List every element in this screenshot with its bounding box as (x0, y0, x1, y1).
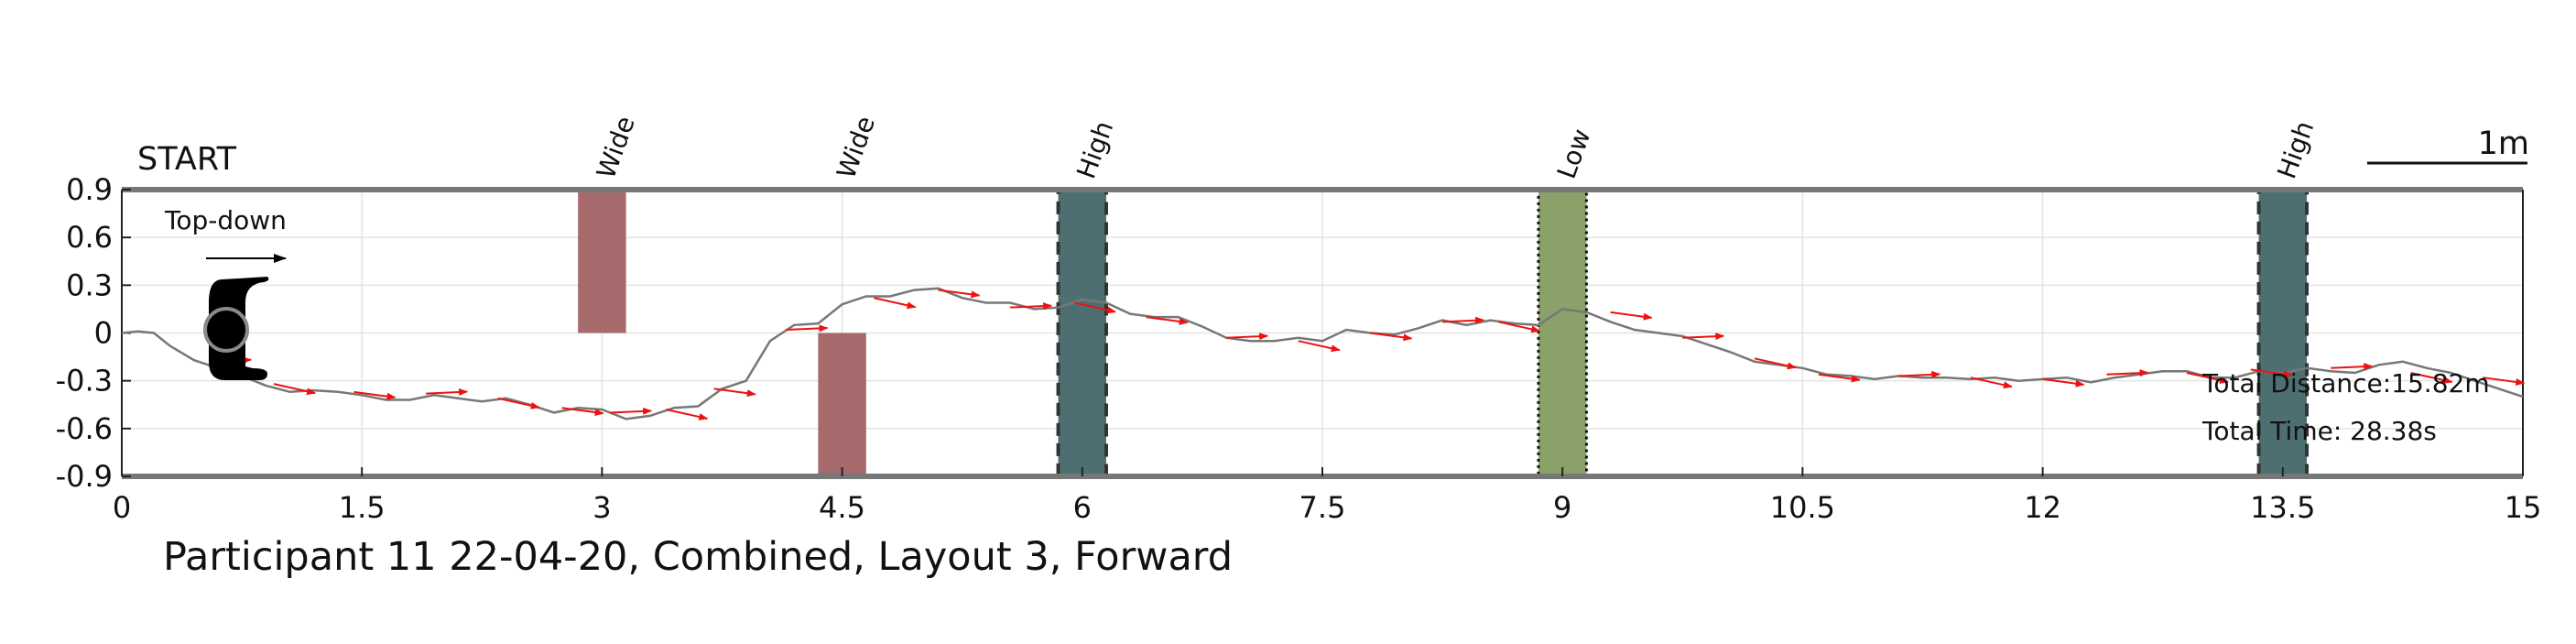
x-tick-label: 12 (2024, 490, 2061, 525)
heading-arrow (561, 407, 604, 417)
heading-arrow (938, 289, 981, 299)
obstacle-label: Wide (831, 112, 881, 182)
y-tick-label: 0.3 (66, 267, 113, 302)
heading-arrow (2331, 363, 2374, 371)
x-tick-label: 6 (1073, 490, 1092, 525)
heading-arrow (497, 397, 540, 409)
total-distance: Total Distance:15.82m (2201, 368, 2490, 398)
y-tick-label: 0.6 (66, 220, 113, 255)
heading-arrow (2042, 377, 2085, 387)
heading-arrows (210, 289, 2526, 420)
heading-arrow (786, 324, 829, 333)
scale-bar: 1m (2367, 126, 2529, 165)
start-label: START (137, 141, 237, 178)
obstacle-label: Low (1551, 125, 1597, 182)
y-tick-label: 0 (94, 316, 113, 351)
heading-arrow (610, 407, 653, 415)
heading-arrow (713, 387, 756, 398)
heading-arrow (273, 383, 317, 396)
heading-arrow (666, 408, 709, 420)
heading-arrow (1610, 311, 1653, 321)
x-tick-label: 1.5 (339, 490, 386, 525)
heading-arrow (1818, 373, 1861, 383)
y-tick-label: -0.6 (56, 411, 113, 446)
walker-icon (203, 277, 269, 380)
heading-arrow (1298, 340, 1341, 353)
heading-arrow (874, 297, 917, 310)
heading-arrow (1226, 333, 1269, 341)
heading-arrow (426, 387, 469, 396)
heading-arrow (1370, 332, 1413, 342)
heading-arrow (2106, 369, 2149, 377)
heading-arrow (2410, 371, 2453, 384)
obstacle-label: High (2271, 117, 2320, 183)
heading-arrow (2250, 368, 2293, 378)
obstacle-label: Wide (591, 112, 641, 182)
grid (121, 189, 2524, 477)
chart-title: Participant 11 22-04-20, Combined, Layou… (163, 534, 1233, 580)
heading-arrow (1146, 316, 1189, 325)
x-tick-label: 10.5 (1770, 490, 1835, 525)
heading-arrow (2186, 371, 2229, 384)
heading-arrow (1970, 377, 2013, 389)
svg-text:1m: 1m (2478, 126, 2529, 162)
obstacle-low-3 (1537, 188, 1588, 478)
heading-arrow (1010, 302, 1053, 311)
obstacles: Wide Wide High Low High (578, 112, 2320, 478)
heading-arrow (1073, 301, 1117, 314)
x-tick-label: 15 (2505, 490, 2542, 525)
heading-arrow (2483, 377, 2526, 386)
y-tick-label: 0.9 (66, 172, 113, 207)
heading-arrow (1754, 357, 1797, 370)
total-time: Total Time: 28.38s (2201, 416, 2437, 446)
x-tick-label: 9 (1553, 490, 1571, 525)
x-tick-label: 0 (113, 490, 131, 525)
heading-arrow (1442, 316, 1485, 324)
heading-arrow (1682, 333, 1725, 341)
obstacle-wide-1 (818, 333, 866, 476)
heading-arrow (353, 390, 397, 400)
heading-arrow (1898, 370, 1941, 378)
obstacle-label: High (1071, 117, 1119, 183)
topdown-label: Top-down (164, 205, 287, 235)
obstacle-wide-0 (578, 190, 626, 333)
obstacle-high-2 (1056, 188, 1109, 478)
y-tick-label: -0.3 (56, 364, 113, 398)
y-tick-label: -0.9 (56, 459, 113, 494)
x-tick-label: 13.5 (2250, 490, 2315, 525)
axes: 0 1.5 3 4.5 6 7.5 9 10.5 12 13.5 15 0.9 0.6 0.3 0 -0.3 -… (56, 172, 2542, 525)
x-tick-label: 7.5 (1299, 490, 1346, 525)
x-tick-label: 3 (592, 490, 611, 525)
x-tick-label: 4.5 (819, 490, 865, 525)
heading-arrow (1498, 321, 1541, 333)
